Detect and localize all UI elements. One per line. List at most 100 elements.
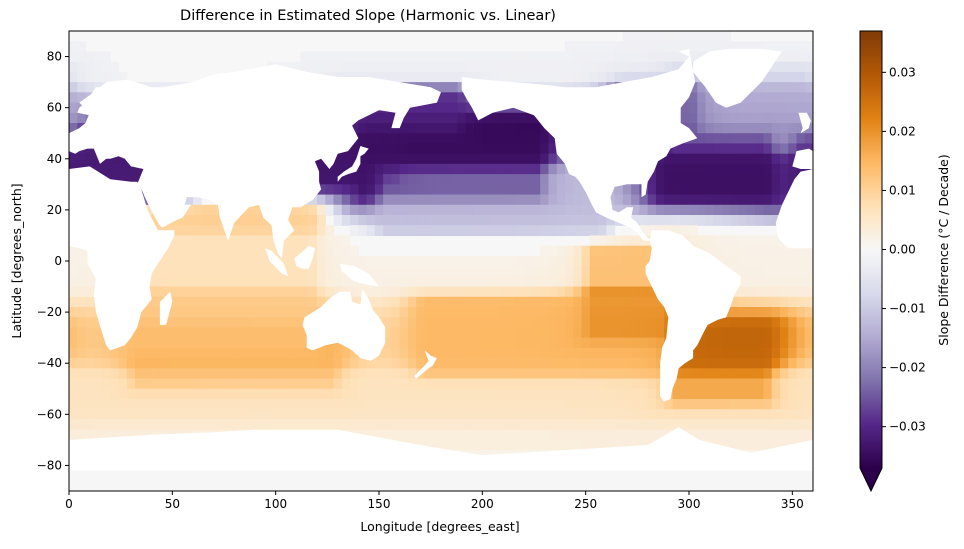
heatmap-cell bbox=[457, 347, 467, 359]
heatmap-cell bbox=[341, 215, 351, 226]
heatmap-cell bbox=[457, 255, 467, 267]
heatmap-cell bbox=[441, 317, 450, 329]
heatmap-cell bbox=[317, 347, 326, 359]
heatmap-cell bbox=[267, 347, 277, 359]
heatmap-cell bbox=[655, 317, 665, 329]
heatmap-cell bbox=[804, 358, 813, 369]
heatmap-cell bbox=[722, 399, 731, 410]
heatmap-cell bbox=[548, 276, 558, 288]
heatmap-cell bbox=[184, 235, 194, 247]
heatmap-cell bbox=[399, 204, 409, 216]
heatmap-cell bbox=[689, 184, 698, 196]
heatmap-cell bbox=[250, 255, 260, 267]
heatmap-cell bbox=[523, 409, 533, 421]
heatmap-cell bbox=[226, 317, 235, 329]
heatmap-cell bbox=[176, 337, 186, 349]
heatmap-cell bbox=[449, 92, 459, 104]
heatmap-cell bbox=[118, 368, 128, 380]
heatmap-cell bbox=[391, 429, 401, 441]
heatmap-cell bbox=[755, 215, 764, 226]
heatmap-cell bbox=[449, 51, 459, 63]
heatmap-cell bbox=[746, 296, 756, 308]
heatmap-cell bbox=[598, 245, 607, 257]
heatmap-cell bbox=[176, 307, 186, 318]
heatmap-cell bbox=[85, 153, 95, 165]
heatmap-cell bbox=[118, 347, 128, 359]
heatmap-cell bbox=[531, 409, 541, 421]
heatmap-cell bbox=[713, 112, 723, 124]
heatmap-cell bbox=[416, 347, 426, 359]
land-north-america bbox=[461, 48, 698, 241]
heatmap-cell bbox=[283, 296, 293, 308]
heatmap-cell bbox=[540, 276, 550, 288]
heatmap-cell bbox=[193, 255, 202, 267]
heatmap-cell bbox=[234, 347, 244, 359]
heatmap-cell bbox=[416, 409, 426, 421]
heatmap-cell bbox=[730, 112, 740, 124]
heatmap-cell bbox=[540, 143, 550, 155]
heatmap-cell bbox=[234, 266, 244, 277]
heatmap-cell bbox=[722, 204, 731, 216]
heatmap-cell bbox=[209, 225, 219, 237]
heatmap-cell bbox=[697, 215, 707, 226]
heatmap-cell bbox=[358, 409, 368, 421]
heatmap-cell bbox=[110, 429, 120, 441]
heatmap-cell bbox=[85, 399, 95, 410]
heatmap-cell bbox=[507, 153, 516, 165]
heatmap-cell bbox=[738, 184, 748, 196]
heatmap-cell bbox=[449, 102, 459, 114]
heatmap-cell bbox=[573, 245, 583, 257]
heatmap-cell bbox=[325, 61, 335, 73]
heatmap-cell bbox=[639, 204, 649, 216]
y-axis-label: Latitude [degrees_north] bbox=[9, 183, 24, 338]
heatmap-cell bbox=[622, 71, 632, 83]
heatmap-cell bbox=[242, 215, 252, 226]
heatmap-cell bbox=[705, 235, 715, 247]
heatmap-cell bbox=[151, 347, 161, 359]
heatmap-cell bbox=[358, 61, 368, 73]
heatmap-cell bbox=[730, 399, 740, 410]
heatmap-cell bbox=[771, 112, 781, 124]
heatmap-cell bbox=[730, 41, 740, 53]
heatmap-cell bbox=[796, 266, 806, 277]
heatmap-cell bbox=[523, 133, 533, 145]
heatmap-cell bbox=[217, 266, 227, 277]
heatmap-cell bbox=[432, 286, 442, 298]
heatmap-cell bbox=[763, 429, 773, 441]
heatmap-cell bbox=[85, 347, 95, 359]
heatmap-cell bbox=[259, 317, 268, 329]
heatmap-cell bbox=[556, 388, 566, 400]
heatmap-cell bbox=[804, 41, 813, 53]
heatmap-cell bbox=[498, 307, 508, 318]
heatmap-cell bbox=[209, 307, 219, 318]
heatmap-cell bbox=[350, 347, 359, 359]
heatmap-cell bbox=[201, 317, 211, 329]
heatmap-cell bbox=[416, 296, 426, 308]
heatmap-cell bbox=[341, 347, 351, 359]
heatmap-cell bbox=[416, 133, 426, 145]
heatmap-cell bbox=[217, 235, 227, 247]
heatmap-cell bbox=[565, 327, 574, 339]
heatmap-cell bbox=[474, 194, 483, 206]
heatmap-cell bbox=[490, 358, 500, 369]
heatmap-cell bbox=[697, 388, 707, 400]
heatmap-cell bbox=[713, 368, 723, 380]
heatmap-cell bbox=[457, 368, 467, 380]
heatmap-cell bbox=[374, 429, 384, 441]
heatmap-cell bbox=[779, 276, 789, 288]
land-africa bbox=[69, 166, 175, 351]
heatmap-cell bbox=[540, 419, 550, 431]
heatmap-cell bbox=[788, 419, 798, 431]
heatmap-cell bbox=[713, 153, 723, 165]
heatmap-cell bbox=[350, 409, 359, 421]
heatmap-cell bbox=[705, 204, 715, 216]
heatmap-cell bbox=[126, 347, 136, 359]
heatmap-cell bbox=[490, 337, 500, 349]
heatmap-cell bbox=[474, 286, 483, 298]
heatmap-cell bbox=[713, 194, 723, 206]
heatmap-cell bbox=[77, 153, 87, 165]
heatmap-cell bbox=[779, 388, 789, 400]
heatmap-cell bbox=[333, 194, 343, 206]
heatmap-cell bbox=[730, 388, 740, 400]
heatmap-cell bbox=[317, 419, 326, 431]
